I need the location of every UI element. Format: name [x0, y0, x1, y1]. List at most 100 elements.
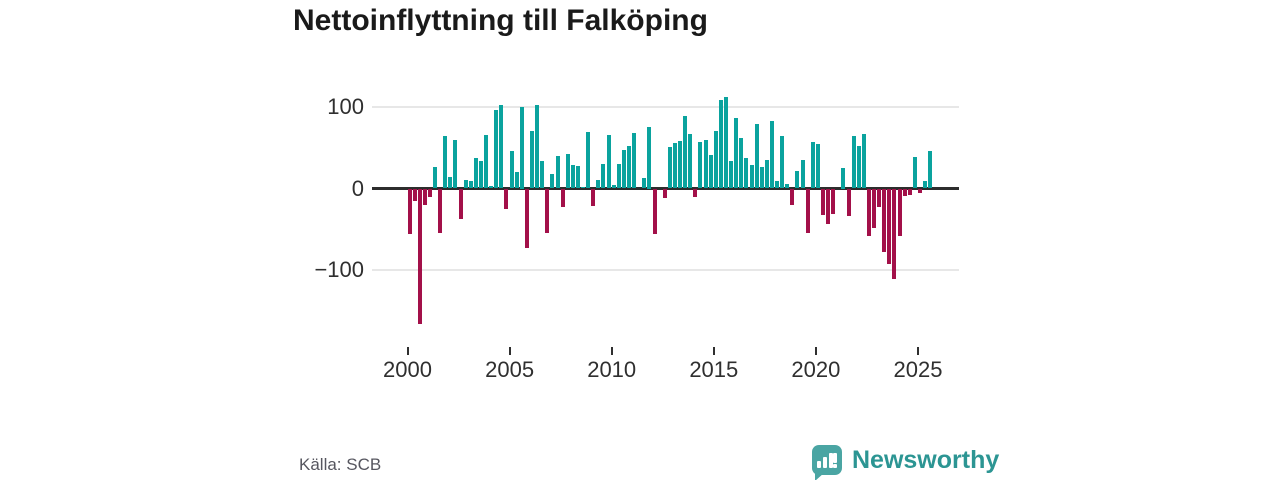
bar-quarter-39 [606, 134, 611, 189]
bar-quarter-5 [433, 167, 438, 189]
bar-quarter-54 [683, 115, 688, 189]
x-axis-label-2010: 2010 [587, 357, 637, 382]
bar-quarter-26 [540, 160, 545, 189]
exclamation-icon [833, 453, 837, 463]
bar-quarter-9 [453, 139, 458, 189]
bar-quarter-93 [882, 188, 887, 253]
bar-quarter-85 [841, 168, 846, 189]
bar-quarter-89 [861, 133, 866, 189]
bar-quarter-77 [800, 159, 805, 189]
x-axis-tick-2015 [712, 347, 715, 355]
bar-quarter-23 [524, 188, 529, 248]
bar-quarter-62 [724, 97, 728, 189]
x-axis-tick-2025 [917, 347, 919, 355]
mini-bar-icon [829, 453, 833, 468]
bar-quarter-88 [856, 146, 861, 189]
bar-quarter-75 [790, 188, 795, 205]
bar-quarter-91 [872, 188, 877, 229]
bar-quarter-64 [734, 118, 739, 189]
chart-title: Nettoinflyttning till Falköping [293, 4, 708, 37]
newsworthy-logo[interactable]: Newsworthy [812, 442, 999, 480]
bar-quarter-29 [555, 155, 560, 189]
bar-quarter-31 [565, 154, 570, 189]
bar-quarter-79 [810, 142, 815, 189]
y-axis-label: 0 [351, 175, 364, 201]
bar-quarter-56 [693, 188, 698, 198]
bar-quarter-98 [907, 188, 912, 196]
bar-quarter-73 [780, 136, 785, 189]
bar-quarter-41 [616, 164, 621, 189]
bar-quarter-55 [688, 133, 693, 189]
bar-quarter-57 [698, 142, 703, 189]
bar-quarter-20 [509, 151, 514, 189]
bar-quarter-15 [484, 134, 489, 189]
bar-quarter-101 [923, 181, 928, 189]
gridline-y100 [372, 106, 959, 108]
bar-quarter-25 [535, 104, 540, 189]
bar-quarter-35 [586, 132, 591, 189]
bar-quarter-22 [519, 107, 524, 189]
bar-quarter-87 [851, 135, 856, 189]
bar-quarter-10 [458, 188, 463, 220]
bar-quarter-1 [412, 188, 417, 201]
bar-quarter-58 [703, 139, 708, 189]
bar-quarter-24 [530, 131, 535, 189]
bar-quarter-80 [815, 143, 820, 189]
bar-quarter-99 [912, 156, 917, 189]
bar-quarter-83 [831, 188, 836, 214]
bar-quarter-16 [489, 186, 494, 189]
bar-quarter-60 [713, 131, 718, 189]
bar-quarter-68 [754, 124, 759, 189]
bar-quarter-74 [785, 184, 790, 189]
x-axis-label-2015: 2015 [689, 357, 739, 382]
bar-quarter-102 [928, 151, 933, 189]
bar-quarter-50 [662, 188, 667, 199]
bar-quarter-86 [846, 188, 851, 217]
bar-quarter-63 [729, 160, 734, 189]
bar-quarter-34 [581, 186, 586, 189]
bar-quarter-21 [514, 172, 519, 189]
bar-quarter-97 [902, 188, 907, 196]
x-axis-label-2025: 2025 [893, 357, 943, 382]
bar-quarter-72 [775, 181, 780, 189]
bar-quarter-71 [769, 120, 774, 189]
bar-quarter-32 [570, 164, 575, 189]
newsworthy-chart-bubble-icon [812, 445, 842, 480]
bar-quarter-82 [826, 188, 831, 225]
bar-quarter-81 [821, 188, 825, 215]
bar-quarter-11 [463, 180, 468, 189]
bar-quarter-3 [422, 188, 427, 205]
bar-quarter-90 [866, 188, 871, 236]
bar-quarter-37 [596, 180, 601, 189]
bar-quarter-0 [407, 188, 412, 235]
bar-quarter-66 [744, 157, 749, 189]
bar-quarter-61 [718, 99, 723, 189]
x-axis-tick-2010 [610, 347, 613, 355]
gridline-y-100 [372, 269, 959, 271]
bar-quarter-13 [473, 158, 478, 189]
bar-quarter-100 [918, 188, 922, 193]
bar-quarter-53 [678, 141, 683, 189]
bar-quarter-12 [468, 181, 473, 189]
source-note: Källa: SCB [299, 455, 382, 474]
bar-quarter-4 [427, 188, 432, 197]
bar-quarter-18 [499, 104, 504, 189]
bar-quarter-17 [494, 110, 499, 189]
bar-quarter-48 [652, 188, 657, 235]
bar-quarter-28 [550, 173, 555, 189]
bar-quarter-59 [708, 155, 713, 189]
bar-quarter-30 [560, 188, 565, 208]
bar-quarter-94 [887, 188, 892, 265]
x-axis-tick-2000 [406, 347, 409, 355]
bar-quarter-69 [759, 167, 764, 189]
bar-quarter-6 [438, 188, 443, 234]
exclamation-dot-icon [833, 464, 837, 468]
bar-quarter-70 [764, 159, 769, 189]
x-axis-label-2000: 2000 [383, 357, 432, 382]
bar-quarter-19 [504, 188, 509, 209]
bar-quarter-44 [632, 133, 637, 189]
mini-bar-icon [817, 461, 821, 468]
bar-quarter-8 [448, 177, 453, 189]
bar-quarter-51 [667, 146, 672, 189]
